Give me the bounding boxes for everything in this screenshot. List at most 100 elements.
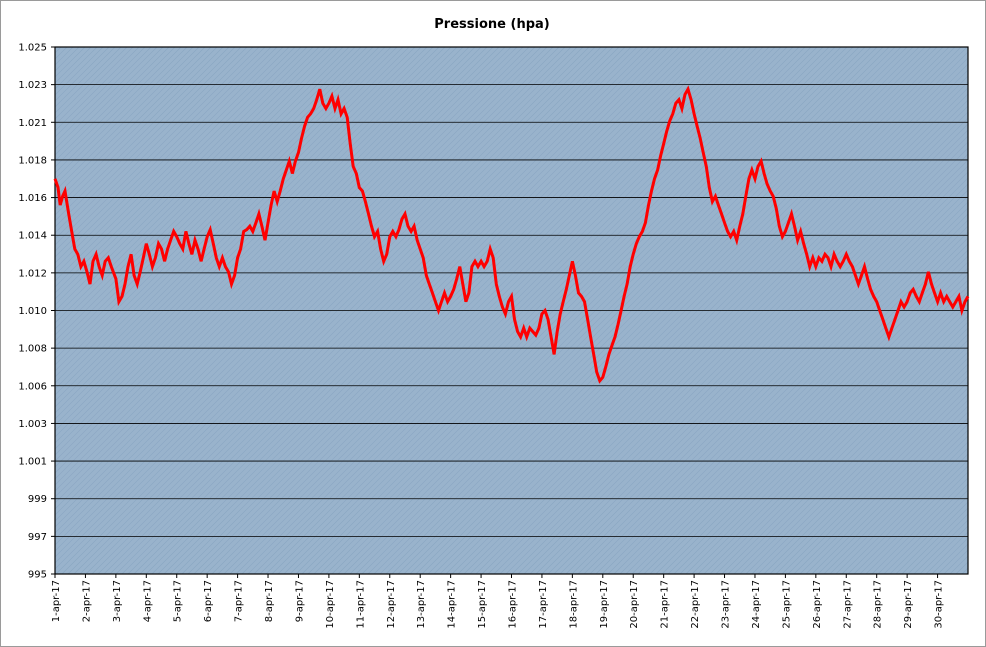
y-tick-label: 999 xyxy=(28,494,47,505)
hatch-line xyxy=(835,441,968,574)
hatch-line xyxy=(55,47,146,138)
hatch-line xyxy=(55,47,212,204)
hatch-line xyxy=(55,47,194,186)
x-tick-label: 16-apr-17 xyxy=(508,580,519,629)
y-tick-label: 1.006 xyxy=(18,381,47,392)
x-tick-label: 3-apr-17 xyxy=(112,580,123,622)
hatch-line xyxy=(769,375,968,574)
x-tick-label: 21-apr-17 xyxy=(660,580,671,629)
y-tick-label: 997 xyxy=(28,532,47,543)
hatch-line xyxy=(55,47,200,192)
hatch-line xyxy=(55,47,218,210)
hatch-line xyxy=(55,47,284,276)
x-tick-label: 5-apr-17 xyxy=(173,580,184,622)
y-tick-label: 1.023 xyxy=(18,80,47,91)
series-group xyxy=(53,85,970,384)
x-tick-label: 27-apr-17 xyxy=(842,580,853,629)
hatch-line xyxy=(865,471,968,574)
hatch-line xyxy=(781,387,968,574)
hatch-line xyxy=(55,47,308,300)
hatch-line xyxy=(871,477,968,574)
x-axis-ticks: 1-apr-17 2-apr-17 3-apr-17 4-apr-17 5-apr-17… xyxy=(51,574,945,629)
y-tick-label: 1.010 xyxy=(18,306,47,317)
x-tick-label: 15-apr-17 xyxy=(477,580,488,629)
hatch-line xyxy=(751,357,968,574)
hatch-line xyxy=(853,459,968,574)
hatch-line xyxy=(793,399,968,574)
hatch-line xyxy=(55,47,224,216)
hatch-line xyxy=(763,369,968,574)
hatch-line xyxy=(55,47,188,180)
hatch-line xyxy=(55,47,272,264)
hatch-line xyxy=(55,47,242,234)
x-tick-label: 24-apr-17 xyxy=(751,580,762,629)
hatch-line xyxy=(775,381,968,574)
x-tick-label: 14-apr-17 xyxy=(447,580,458,629)
x-tick-label: 18-apr-17 xyxy=(568,580,579,629)
y-tick-label: 1.016 xyxy=(18,193,47,204)
x-tick-label: 26-apr-17 xyxy=(812,580,823,629)
x-tick-label: 28-apr-17 xyxy=(873,580,884,629)
y-axis-ticks: 995 997 999 1.001 1.003 1.006 1.008 1.010 1.012 1… xyxy=(18,43,55,581)
hatch-line xyxy=(829,435,968,574)
y-tick-label: 1.025 xyxy=(18,43,47,54)
x-tick-label: 8-apr-17 xyxy=(264,580,275,622)
hatch-line xyxy=(805,411,968,574)
x-tick-label: 1-apr-17 xyxy=(51,580,62,622)
hatch-line xyxy=(823,429,968,574)
plot-area-group xyxy=(54,46,969,575)
hatch-line xyxy=(55,47,302,294)
hatch-line xyxy=(55,47,260,252)
hatch-line xyxy=(817,423,968,574)
hatch-line xyxy=(709,315,968,574)
y-tick-label: 1.021 xyxy=(18,118,47,129)
x-tick-label: 29-apr-17 xyxy=(903,580,914,629)
hatch-line xyxy=(55,47,254,246)
hatch-line xyxy=(757,363,968,574)
y-tick-label: 1.014 xyxy=(18,231,47,242)
x-tick-label: 23-apr-17 xyxy=(721,580,732,629)
hatch-line xyxy=(55,47,248,240)
x-tick-label: 22-apr-17 xyxy=(690,580,701,629)
x-tick-label: 10-apr-17 xyxy=(325,580,336,629)
hatch-line xyxy=(859,465,968,574)
x-tick-label: 4-apr-17 xyxy=(142,580,153,622)
x-tick-label: 12-apr-17 xyxy=(386,580,397,629)
hatch-line xyxy=(55,47,164,156)
chart-title: Pressione (hpa) xyxy=(434,17,549,32)
x-tick-label: 30-apr-17 xyxy=(934,580,945,629)
y-tick-label: 1.001 xyxy=(18,457,47,468)
x-tick-label: 2-apr-17 xyxy=(81,580,92,622)
x-tick-label: 6-apr-17 xyxy=(203,580,214,622)
hatch-line xyxy=(745,351,968,574)
hatch-line xyxy=(55,47,314,306)
pressure-series-line xyxy=(53,85,970,384)
hatch-line xyxy=(55,47,236,228)
x-tick-label: 11-apr-17 xyxy=(355,580,366,629)
hatch-line xyxy=(55,47,206,198)
x-tick-label: 25-apr-17 xyxy=(781,580,792,629)
hatch-line xyxy=(55,47,290,282)
y-tick-label: 995 xyxy=(28,570,47,581)
hatch-line xyxy=(55,47,176,168)
hatch-line xyxy=(787,393,968,574)
hatch-line xyxy=(55,47,296,288)
hatch-line xyxy=(877,483,968,574)
x-tick-label: 13-apr-17 xyxy=(416,580,427,629)
hatch-line xyxy=(811,417,968,574)
hatch-line xyxy=(55,47,266,258)
x-tick-label: 20-apr-17 xyxy=(629,580,640,629)
x-tick-label: 19-apr-17 xyxy=(599,580,610,629)
hatch-line xyxy=(799,405,968,574)
y-tick-label: 1.003 xyxy=(18,419,47,430)
hatch-line xyxy=(55,47,278,270)
y-tick-label: 1.012 xyxy=(18,268,47,279)
x-tick-label: 9-apr-17 xyxy=(294,580,305,622)
x-tick-label: 7-apr-17 xyxy=(234,580,245,622)
hatch-line xyxy=(739,345,968,574)
hatch-line xyxy=(55,47,182,174)
hatch-line xyxy=(721,327,968,574)
hatch-line xyxy=(847,453,968,574)
x-tick-label: 17-apr-17 xyxy=(538,580,549,629)
